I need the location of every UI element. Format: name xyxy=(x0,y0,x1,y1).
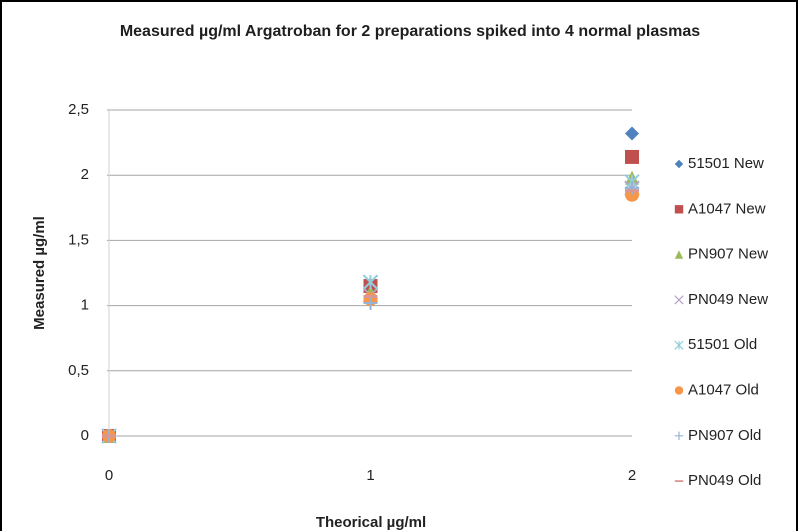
legend-label: A1047 Old xyxy=(688,381,759,398)
data-point xyxy=(625,126,639,141)
legend-label: PN049 New xyxy=(688,291,768,308)
y-tick-label: 2,5 xyxy=(68,101,89,118)
legend-marker xyxy=(674,159,684,169)
y-tick-label: 2 xyxy=(81,166,89,183)
legend-marker xyxy=(674,205,684,214)
legend-label: 51501 Old xyxy=(688,336,757,353)
x-axis-label: Theorical µg/ml xyxy=(316,514,426,531)
chart-title: Measured µg/ml Argatroban for 2 preparat… xyxy=(119,23,701,40)
legend-label: PN907 New xyxy=(688,246,768,263)
legend-marker xyxy=(674,295,684,305)
x-tick-label: 2 xyxy=(628,467,636,484)
data-point xyxy=(363,295,378,310)
legend-marker xyxy=(674,431,684,441)
x-tick-label: 1 xyxy=(366,467,374,484)
legend-label: A1047 New xyxy=(688,200,766,217)
data-point xyxy=(625,149,639,164)
legend-label: PN907 Old xyxy=(688,427,761,444)
legend-marker xyxy=(674,340,684,350)
x-tick-label: 0 xyxy=(105,467,113,484)
y-tick-label: 1 xyxy=(81,297,89,314)
data-point xyxy=(625,181,639,196)
y-tick-label: 1,5 xyxy=(68,231,89,248)
legend-label: 51501 New xyxy=(688,155,764,172)
y-tick-label: 0,5 xyxy=(68,362,89,379)
y-tick-label: 0 xyxy=(81,427,89,444)
legend-label: PN049 Old xyxy=(688,472,761,489)
legend-marker xyxy=(674,250,684,259)
data-point xyxy=(362,274,379,290)
y-axis-label: Measured µg/ml xyxy=(31,216,48,330)
legend-marker xyxy=(674,386,684,395)
